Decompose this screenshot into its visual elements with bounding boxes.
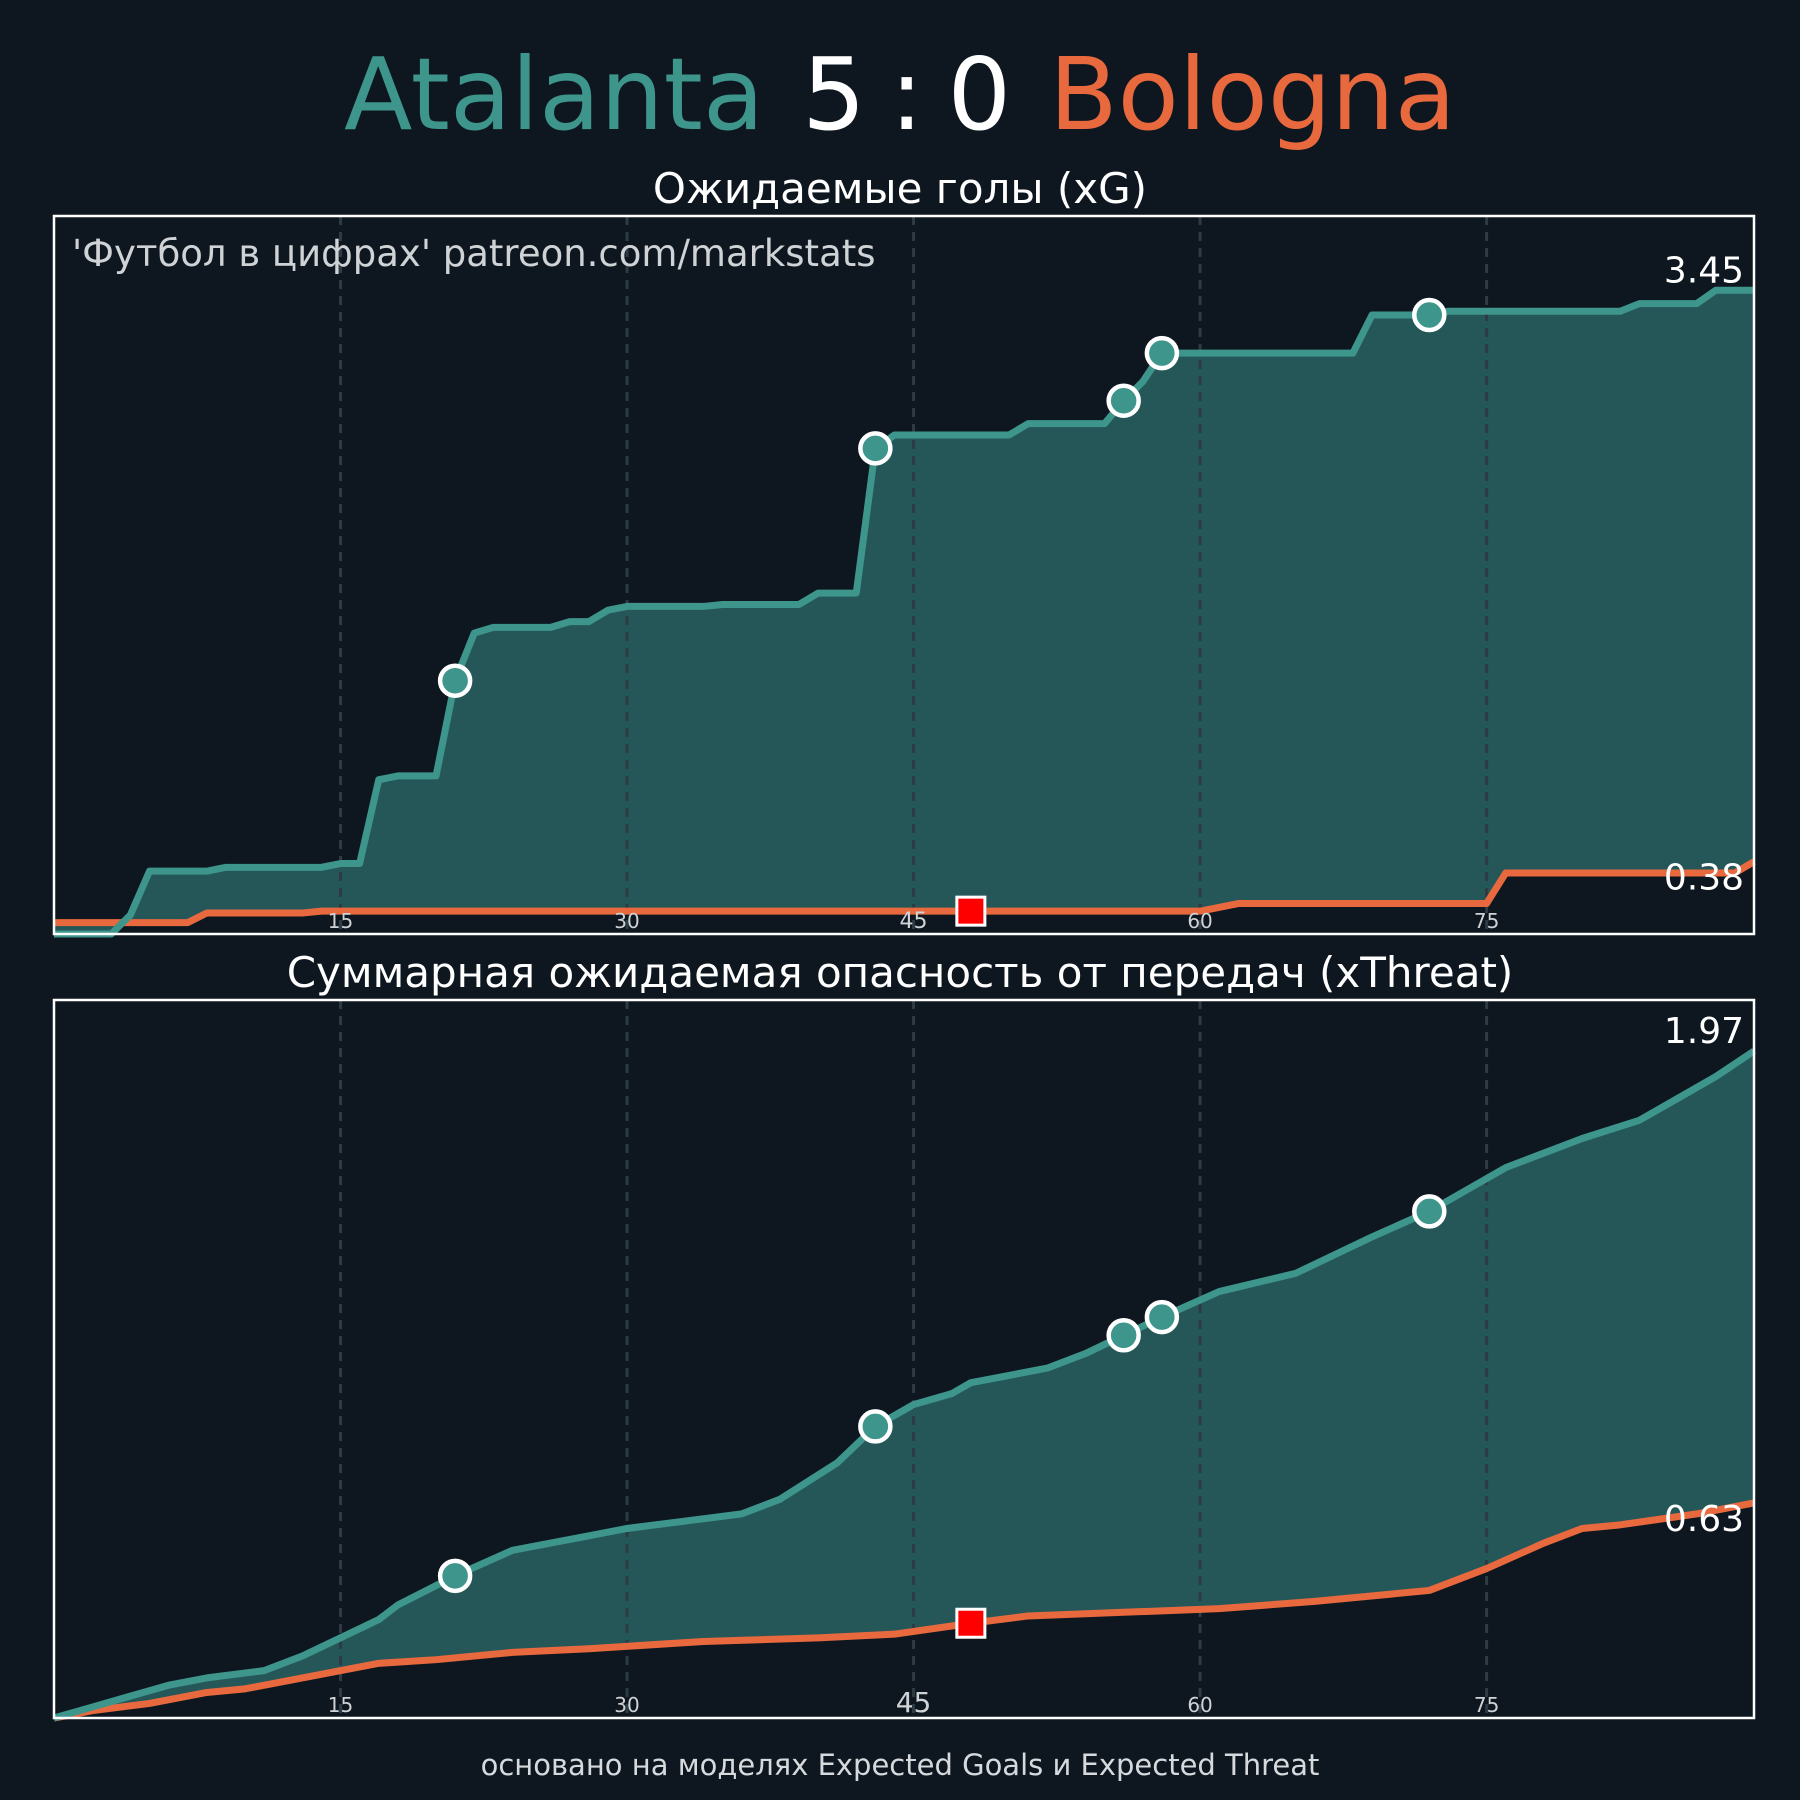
xg-area-fill (54, 290, 1754, 934)
x-tick-label: 60 (1187, 909, 1212, 933)
x-tick-label: 45 (900, 909, 928, 934)
xthreat-area-fill (54, 1051, 1754, 1718)
x-tick-label: 60 (1187, 1693, 1212, 1717)
goal-marker (1412, 297, 1447, 333)
atalanta-final-value: 3.45 (1664, 250, 1744, 291)
goal-marker (1106, 383, 1141, 418)
goal-marker (437, 663, 473, 698)
x-tick-label: 30 (614, 909, 639, 933)
score-separator: : (889, 36, 924, 153)
footer-note: основано на моделях Expected Goals и Exp… (480, 1748, 1320, 1782)
atalanta-final-value: 1.97 (1664, 1011, 1744, 1052)
xg-chart: 15 30 45 60 75 3.45 0.38 (52, 214, 1756, 938)
home-team-name: Atalanta (344, 36, 765, 153)
xg-chart-title: Ожидаемые голы (xG) (652, 164, 1148, 213)
away-score: 0 (947, 36, 1012, 153)
xthreat-chart-title: Суммарная ожидаемая опасность от передач… (286, 948, 1514, 997)
plot-frame (52, 998, 1756, 1720)
away-team-name: Bologna (1049, 36, 1456, 153)
x-tick-label: 30 (614, 1693, 639, 1717)
red-card-marker (955, 1607, 987, 1639)
bologna-line (54, 858, 1756, 927)
goal-marker (1144, 335, 1180, 371)
goal-marker (1106, 1318, 1141, 1353)
goal-marker (1412, 1194, 1447, 1229)
watermark: 'Футбол в цифрах' patreon.com/markstats (72, 232, 876, 275)
goal-marker (437, 1558, 473, 1594)
goal-marker (858, 1409, 893, 1444)
x-tick-label: 15 (328, 1693, 353, 1717)
x-tick-label: 45 (896, 1686, 932, 1719)
x-tick-label: 75 (1474, 1693, 1499, 1717)
atalanta-line (54, 286, 1754, 938)
red-card-marker (955, 895, 987, 927)
home-score: 5 (802, 36, 866, 153)
xthreat-chart: 15 30 45 60 75 1.97 0.63 (52, 998, 1756, 1722)
bologna-line (53, 1499, 1755, 1722)
x-tick-label: 75 (1474, 909, 1499, 933)
plot-frame (52, 214, 1756, 936)
match-header: Atalanta 5 : 0 Bologna (0, 30, 1800, 160)
bologna-final-value: 0.63 (1664, 1499, 1744, 1540)
goal-marker (858, 431, 893, 466)
goal-marker (1144, 1299, 1180, 1335)
x-tick-label: 15 (328, 909, 353, 933)
bologna-final-value: 0.38 (1664, 858, 1744, 899)
atalanta-line (53, 1048, 1756, 1722)
